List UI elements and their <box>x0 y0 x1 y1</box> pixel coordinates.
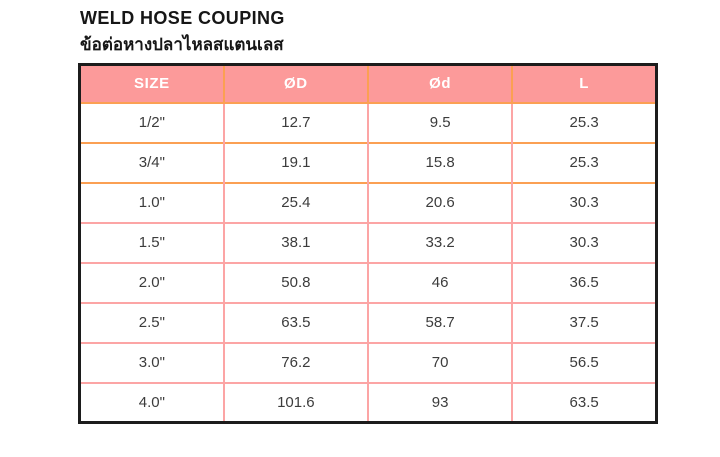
table-cell: 19.1 <box>222 141 368 183</box>
table-cell: 37.5 <box>511 301 657 343</box>
page-title: WELD HOSE COUPING <box>80 8 285 28</box>
table-cell: 3.0" <box>79 341 224 383</box>
table-cell: 3/4" <box>79 141 224 183</box>
table-cell: 30.3 <box>511 181 657 223</box>
table-cell: 58.7 <box>366 301 513 343</box>
table-cell: 2.5" <box>79 301 224 343</box>
table-cell: 2.0" <box>79 261 224 303</box>
table-row: 3/4" 19.1 15.8 25.3 <box>79 141 657 183</box>
table-cell: 63.5 <box>222 301 368 343</box>
table-cell: 93 <box>366 381 513 423</box>
table-cell: 1/2" <box>79 102 224 143</box>
table-cell: 25.3 <box>511 102 657 143</box>
table-cell: 1.0" <box>79 181 224 223</box>
column-header-size: SIZE <box>79 64 224 104</box>
table-header: SIZE ØD Ød L <box>79 64 657 104</box>
table-cell: 101.6 <box>222 381 368 423</box>
table-cell: 30.3 <box>511 221 657 263</box>
table-cell: 46 <box>366 261 513 303</box>
title-block: WELD HOSE COUPING ข้อต่อหางปลาไหลสแตนเลส <box>80 8 285 55</box>
table-cell: 63.5 <box>511 381 657 423</box>
table-cell: 56.5 <box>511 341 657 383</box>
column-header-outer-diameter: ØD <box>222 64 368 104</box>
table-cell: 70 <box>366 341 513 383</box>
table-cell: 12.7 <box>222 102 368 143</box>
table-header-row: SIZE ØD Ød L <box>79 64 657 104</box>
table-row: 3.0" 76.2 70 56.5 <box>79 341 657 383</box>
table-cell: 25.3 <box>511 141 657 183</box>
column-header-length: L <box>511 64 657 104</box>
table-cell: 76.2 <box>222 341 368 383</box>
spec-table: SIZE ØD Ød L 1/2" 12.7 9.5 25.3 3/4" 19.1 15.8… <box>78 63 658 424</box>
table-row: 1/2" 12.7 9.5 25.3 <box>79 102 657 143</box>
table-row: 1.0" 25.4 20.6 30.3 <box>79 181 657 223</box>
table-row: 2.0" 50.8 46 36.5 <box>79 261 657 303</box>
table-cell: 15.8 <box>366 141 513 183</box>
table-cell: 20.6 <box>366 181 513 223</box>
table-row: 4.0" 101.6 93 63.5 <box>79 381 657 423</box>
table-cell: 38.1 <box>222 221 368 263</box>
table-cell: 9.5 <box>366 102 513 143</box>
table-body: 1/2" 12.7 9.5 25.3 3/4" 19.1 15.8 25.3 1.0" 25.4 2… <box>79 102 657 423</box>
table-row: 2.5" 63.5 58.7 37.5 <box>79 301 657 343</box>
table-cell: 50.8 <box>222 261 368 303</box>
table-cell: 4.0" <box>79 381 224 423</box>
column-header-inner-diameter: Ød <box>366 64 513 104</box>
page-subtitle-thai: ข้อต่อหางปลาไหลสแตนเลส <box>80 34 284 54</box>
table-cell: 1.5" <box>79 221 224 263</box>
table-row: 1.5" 38.1 33.2 30.3 <box>79 221 657 263</box>
table-cell: 33.2 <box>366 221 513 263</box>
table-cell: 36.5 <box>511 261 657 303</box>
table-cell: 25.4 <box>222 181 368 223</box>
